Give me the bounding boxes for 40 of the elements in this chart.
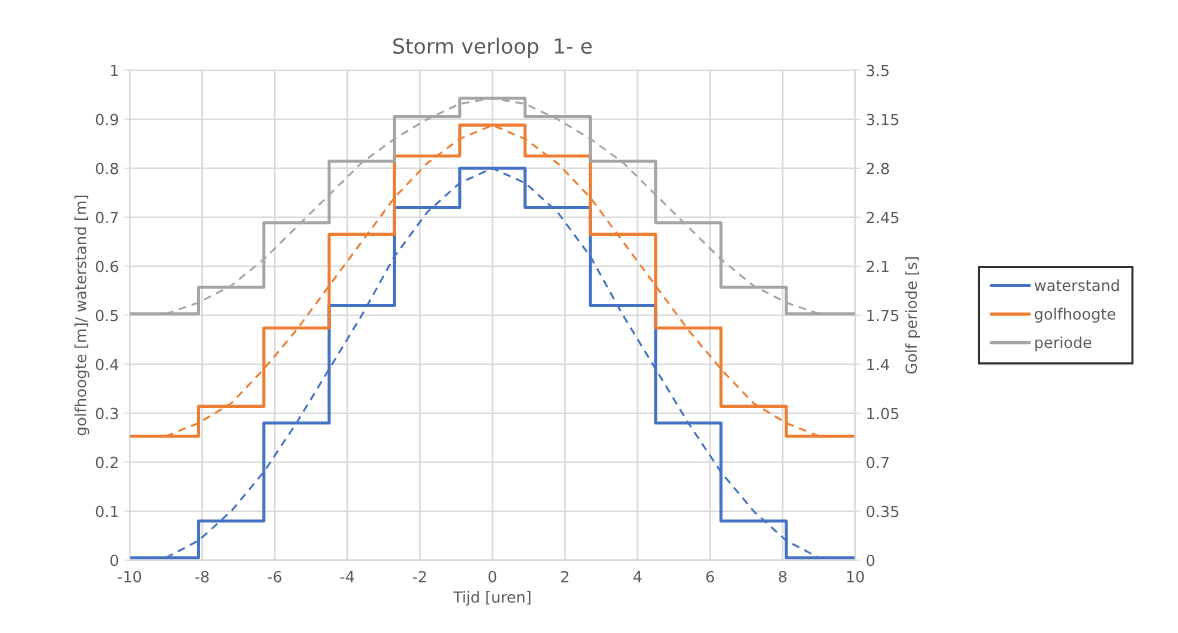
y-tick-label: 0.7 [95, 211, 118, 224]
y-tick-label: 0.3 [95, 407, 118, 420]
y-tick-label: 0.9 [95, 113, 119, 126]
y2-tick-label: 2.1 [866, 260, 889, 273]
y2-tick-label: 3.15 [866, 113, 899, 126]
x-tick-label: 4 [633, 571, 642, 583]
legend-label: periode [1035, 336, 1092, 352]
chart-title: Storm verloop 1- e [393, 37, 592, 58]
y-axis-title: golfhoogte [m]/ waterstand [m] [74, 195, 90, 436]
y-tick-label: 0.4 [95, 358, 119, 371]
y2-tick-label: 3.5 [866, 64, 889, 77]
y2-tick-label: 1.05 [867, 407, 899, 420]
y2-tick-label: 1.4 [867, 358, 890, 371]
y2-tick-label: 0.35 [866, 505, 899, 518]
y-tick-label: 0.5 [95, 309, 118, 322]
y-tick-label: 0.8 [95, 162, 119, 175]
y-tick-label: 0.6 [95, 260, 119, 273]
y2-axis-title: Golf periode [s] [905, 257, 920, 374]
y-tick-label: 0.1 [95, 505, 118, 518]
y-tick-label: 0 [110, 554, 119, 567]
x-tick-label: 0 [488, 570, 497, 583]
legend-label: waterstand [1034, 279, 1119, 292]
y2-tick-label: 0.7 [866, 456, 889, 469]
x-tick-label: -10 [117, 570, 142, 583]
x-axis-title: Tijd [uren] [453, 590, 531, 606]
x-tick-label: -2 [412, 570, 426, 583]
y-tick-label: 1 [111, 64, 118, 77]
x-tick-label: -6 [267, 570, 282, 583]
y2-tick-label: 2.8 [866, 162, 889, 175]
x-tick-label: -4 [340, 571, 355, 583]
x-tick-label: -8 [195, 570, 209, 583]
y2-tick-label: 0 [866, 554, 875, 567]
x-tick-label: 10 [847, 570, 864, 583]
x-tick-label: 2 [561, 570, 569, 583]
legend-label: golfhoogte [1034, 307, 1116, 323]
x-tick-label: 8 [778, 570, 787, 583]
y2-tick-label: 2.45 [866, 211, 899, 224]
x-tick-label: 6 [706, 570, 714, 583]
y2-tick-label: 1.75 [867, 309, 899, 322]
y-tick-label: 0.2 [95, 456, 118, 469]
